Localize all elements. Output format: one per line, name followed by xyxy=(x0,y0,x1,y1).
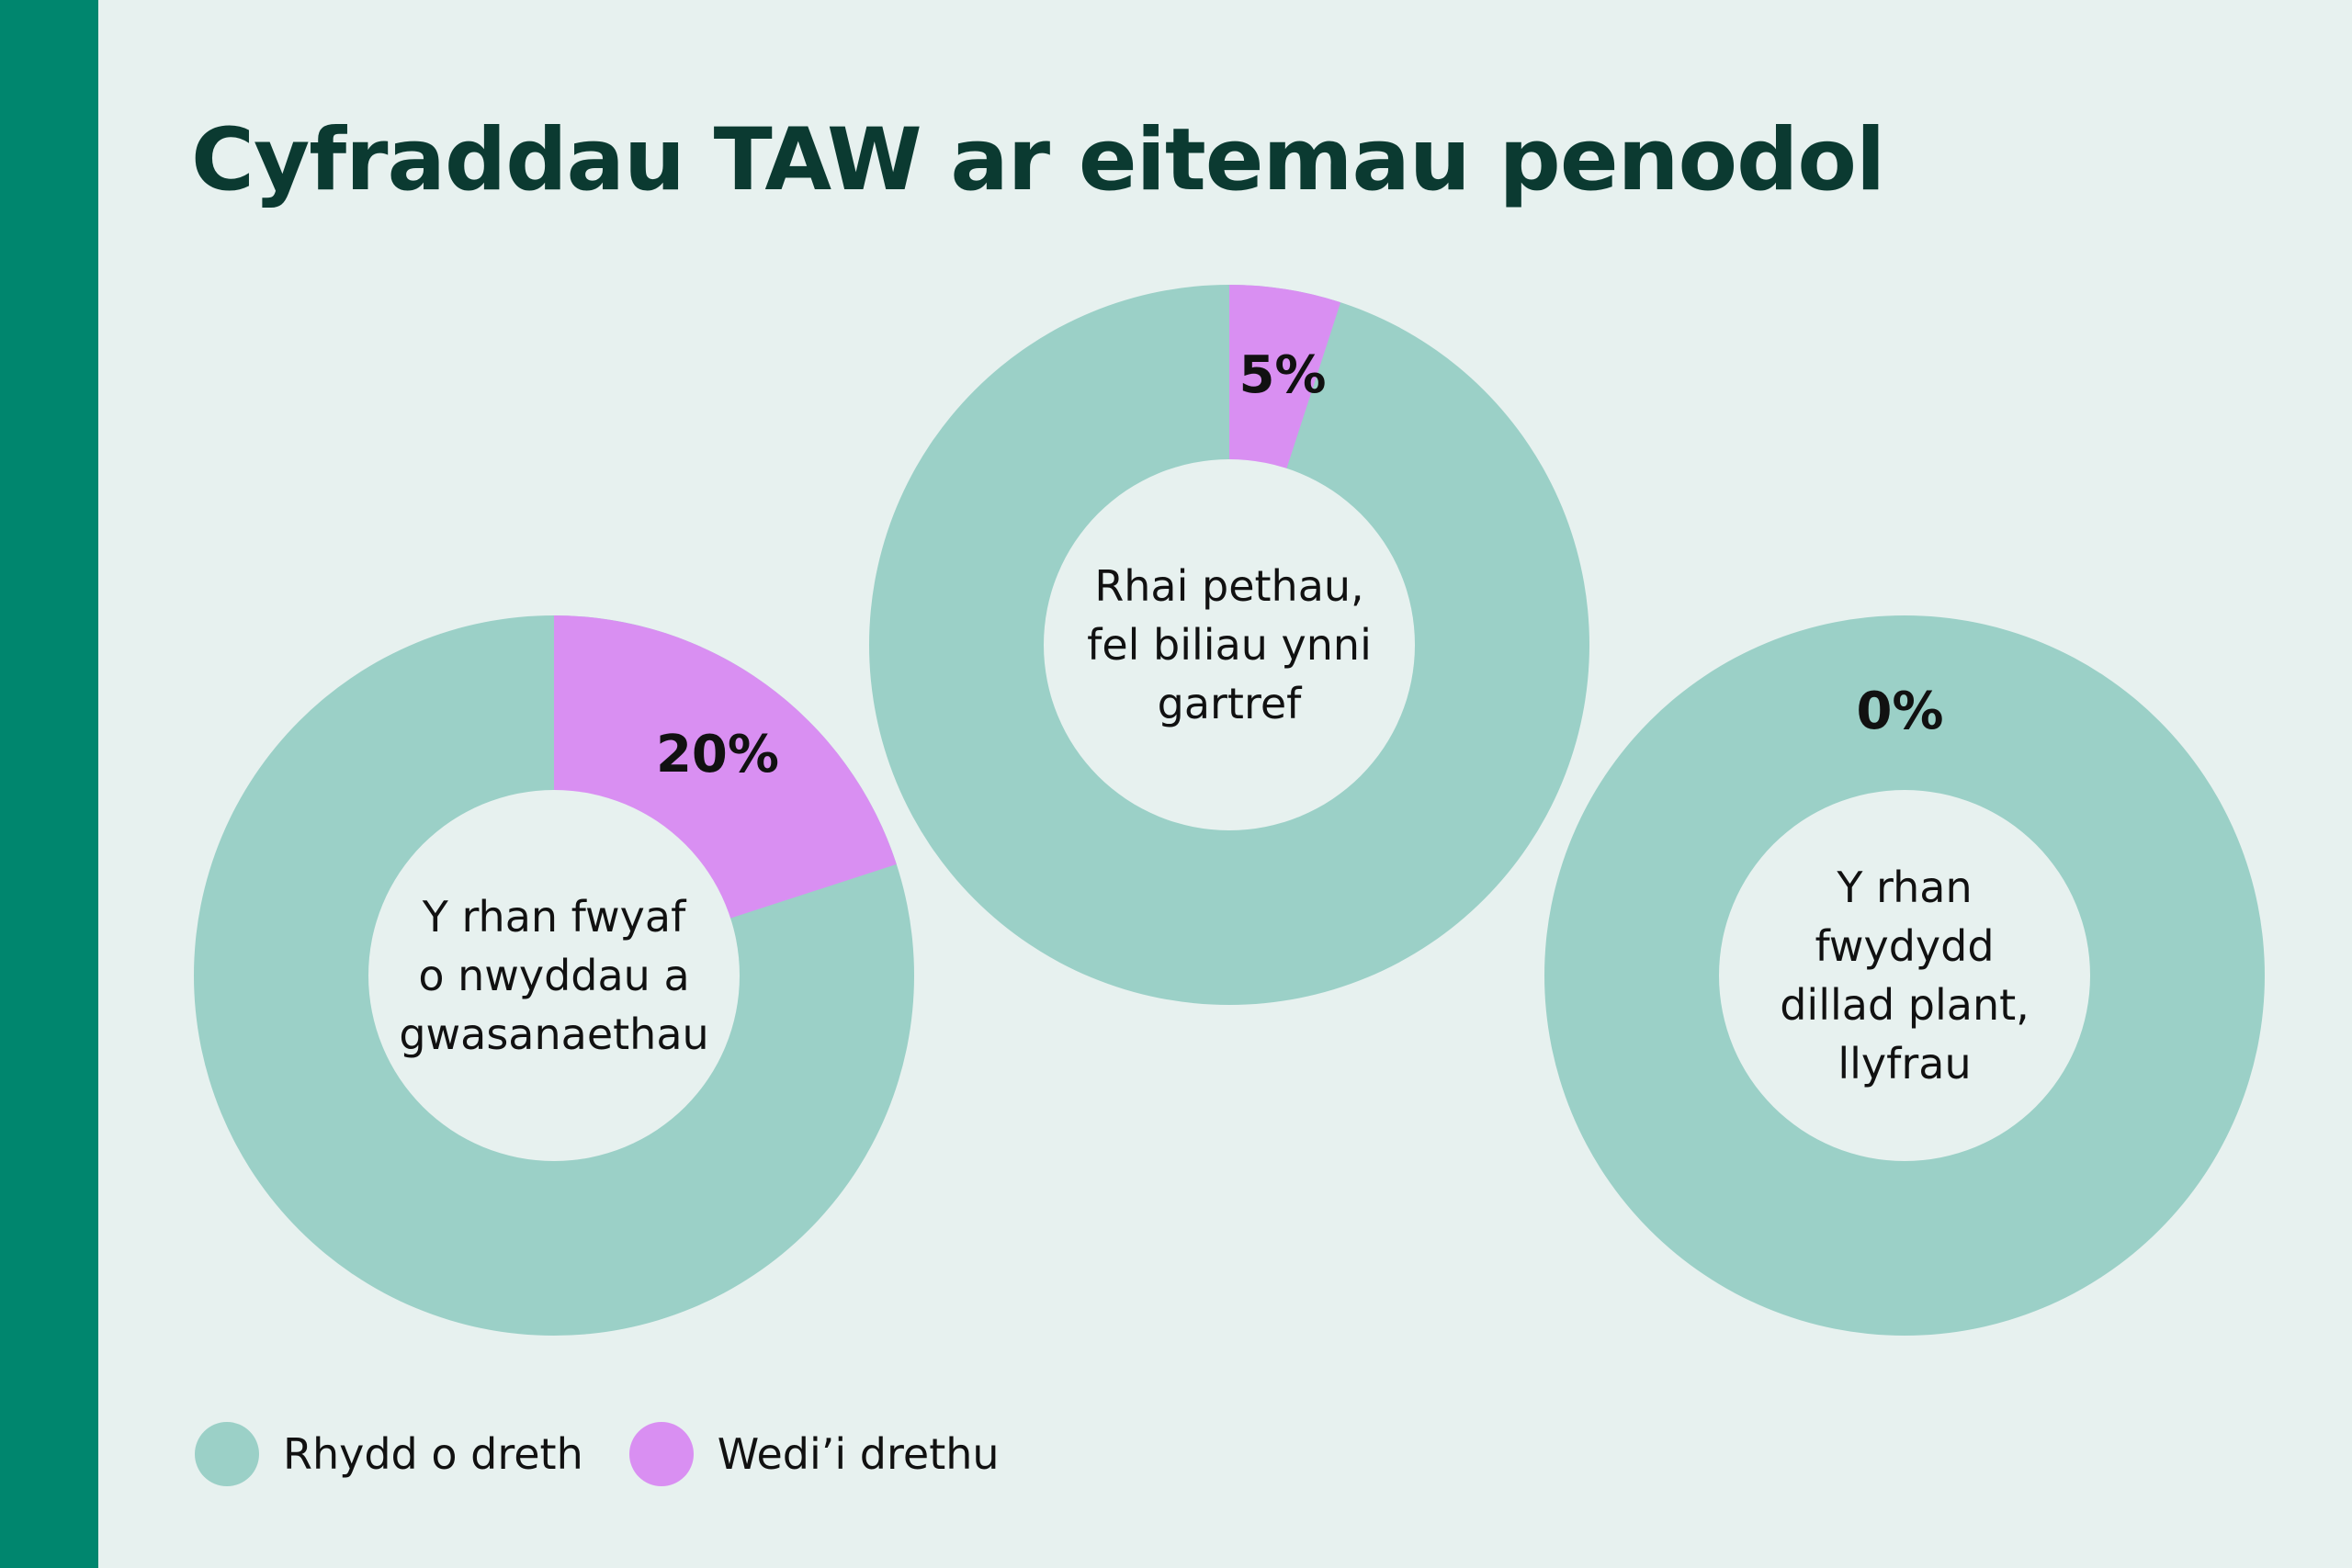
legend-item-taxed: Wedi’i drethu xyxy=(628,1422,1000,1486)
center-label-2: Rhai pethau, fel biliau ynni gartref xyxy=(1087,561,1372,728)
rate-label-1: 20% xyxy=(655,725,780,784)
rate-label-3: 0% xyxy=(1856,682,1944,741)
center-label-1: Y rhan fwyaf o nwyddau a gwasanaethau xyxy=(399,892,709,1059)
donut-hole xyxy=(1044,459,1415,830)
center-label-3: Y rhan fwydydd dillad plant, llyfrau xyxy=(1780,863,2030,1089)
donut-hole xyxy=(368,790,740,1161)
legend: Rhydd o dreth Wedi’i drethu xyxy=(195,1422,1046,1486)
donut-chart-1 xyxy=(194,615,914,1336)
legend-swatch-taxed xyxy=(628,1422,694,1486)
legend-item-untaxed: Rhydd o dreth xyxy=(195,1422,583,1486)
side-accent-bar xyxy=(0,0,98,1568)
chart-title: Cyfraddau TAW ar eitemau penodol xyxy=(191,110,1885,210)
rate-label-2: 5% xyxy=(1238,345,1327,405)
donut-chart-3 xyxy=(1544,615,2265,1336)
legend-label-untaxed: Rhydd o dreth xyxy=(283,1429,583,1479)
donut-hole xyxy=(1719,790,2090,1161)
donut-chart-2 xyxy=(869,285,1589,1005)
legend-label-taxed: Wedi’i drethu xyxy=(717,1429,1000,1479)
legend-swatch-untaxed xyxy=(195,1422,259,1486)
